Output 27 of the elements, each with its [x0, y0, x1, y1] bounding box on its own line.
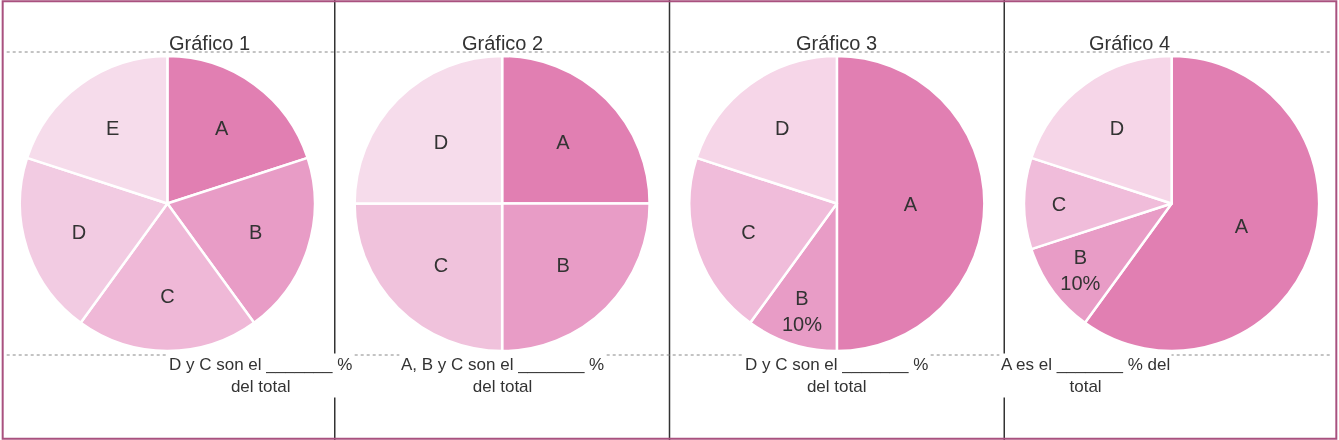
slice-label: A [903, 192, 918, 215]
slice-label: D [433, 131, 449, 154]
chart-title: Gráfico 3 [796, 32, 878, 54]
slice-label: C [741, 221, 756, 244]
slice-label: C [1051, 192, 1067, 215]
slice-label: B [556, 253, 570, 276]
text: D y C son el _______ % del total [169, 355, 353, 397]
slice-label: D [775, 117, 790, 140]
text: D y C son el _______ % del total [745, 355, 929, 397]
slice-label: B [249, 221, 263, 244]
slice-label: D [1109, 117, 1125, 140]
slice-label: B [1073, 245, 1088, 268]
slice-label: C [160, 285, 175, 308]
slice-label: A [1234, 215, 1249, 238]
chart-title: Gráfico 4 [1089, 32, 1171, 54]
text: A, B y C son el _______ % del total [401, 355, 605, 397]
slice-label: B [795, 286, 809, 309]
slice-label: A [556, 131, 571, 154]
slice-label: A [214, 117, 229, 140]
text: A es el _______ % del total [1001, 355, 1171, 397]
slice-label: C [433, 253, 449, 276]
chart-title: Gráfico 1 [169, 32, 251, 54]
chart-title: Gráfico 2 [462, 32, 544, 54]
slice-label: E [106, 117, 120, 140]
data-label: 10% [781, 312, 823, 335]
data-label: 10% [1060, 271, 1101, 294]
slice-label: D [71, 221, 87, 244]
